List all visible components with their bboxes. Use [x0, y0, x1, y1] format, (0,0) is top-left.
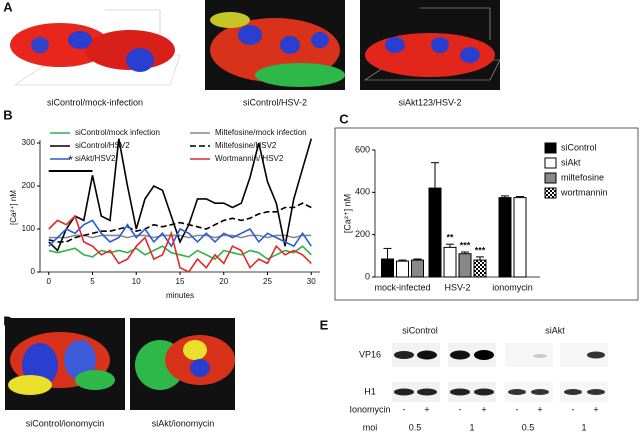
legend-label: siControl/HSV2 — [75, 141, 130, 150]
caption: siControl/ionomycin — [26, 418, 105, 428]
micrograph — [5, 318, 125, 410]
bar — [381, 258, 394, 278]
x-tick-label: 15 — [176, 277, 185, 286]
y-axis-label: [Ca²⁺] nM — [9, 190, 18, 225]
significance-label: ** — [446, 233, 454, 243]
x-tick-label: ionomycin — [492, 282, 533, 292]
x-tick-label: 30 — [307, 277, 316, 286]
legend-label: siAkt — [561, 157, 581, 167]
bar — [513, 197, 527, 278]
bar — [498, 197, 512, 278]
micrograph — [5, 0, 185, 90]
row-label: Ionomycin — [349, 404, 390, 414]
bar — [458, 253, 472, 278]
group-label: siControl — [402, 325, 438, 335]
lane-label: - — [572, 404, 575, 414]
panel-label: B — [3, 107, 12, 122]
x-tick-label: 5 — [90, 277, 95, 286]
line-series — [48, 214, 312, 274]
x-tick-label: 20 — [219, 277, 228, 286]
lane-label: - — [403, 404, 406, 414]
line-series — [48, 219, 312, 248]
y-tick-label: 200 — [355, 229, 370, 239]
bar — [443, 246, 457, 278]
lane-label: + — [593, 404, 598, 414]
x-tick-label: mock-infected — [374, 282, 430, 292]
caption: siAkt/ionomycin — [152, 418, 215, 428]
y-tick-label: 100 — [22, 224, 36, 233]
y-tick-label: 0 — [365, 271, 370, 281]
x-axis-label: minutes — [166, 291, 194, 300]
row-label: VP16 — [359, 349, 381, 359]
panel-label: E — [320, 317, 329, 332]
lane-label: + — [424, 404, 429, 414]
lane-label: + — [481, 404, 486, 414]
caption: siControl/mock-infection — [47, 97, 143, 107]
legend-swatch — [544, 142, 557, 154]
legend-label: wortmannin — [560, 187, 608, 197]
caption: siControl/HSV-2 — [243, 97, 307, 107]
line-series — [48, 245, 312, 261]
western-blot — [392, 343, 608, 402]
lane-label: 0.5 — [409, 422, 422, 432]
legend-swatch — [544, 187, 557, 199]
significance-label: *** — [475, 245, 486, 255]
micrograph — [130, 318, 235, 410]
line-series — [48, 202, 312, 243]
x-tick-label: HSV-2 — [444, 282, 470, 292]
y-tick-label: 300 — [22, 138, 36, 147]
panel-label: C — [339, 111, 349, 126]
line-series — [48, 138, 313, 252]
legend-label: Miltefosine/mock infection — [215, 128, 307, 137]
lane-label: - — [516, 404, 519, 414]
legend-label: siAkt/HSV2 — [75, 154, 116, 163]
x-tick-label: 10 — [132, 277, 141, 286]
panel-label: A — [3, 0, 13, 14]
bar — [411, 259, 424, 278]
bar — [396, 260, 409, 278]
panel-frame — [334, 127, 639, 301]
legend-label: siControl/mock infection — [75, 128, 160, 137]
x-tick-label: 0 — [47, 277, 52, 286]
lane-label: 1 — [469, 422, 474, 432]
line-series — [48, 234, 312, 239]
lane-label: 1 — [581, 422, 586, 432]
micrograph — [205, 0, 345, 90]
y-tick-label: 0 — [31, 267, 36, 276]
lane-label: + — [537, 404, 542, 414]
annotation: * — [68, 153, 73, 167]
legend-swatch — [544, 172, 557, 184]
y-axis-label: [Ca²⁺] nM — [342, 194, 352, 233]
legend-label: siControl — [561, 142, 597, 152]
y-tick-label: 200 — [22, 181, 36, 190]
legend-label: Wortmannin/ HSV2 — [215, 154, 284, 163]
y-tick-label: 400 — [355, 187, 370, 197]
legend-label: miltefosine — [561, 172, 604, 182]
micrograph — [360, 0, 501, 90]
row-label: H1 — [364, 386, 376, 396]
significance-label: *** — [460, 240, 471, 250]
caption: siAkt123/HSV-2 — [398, 97, 461, 107]
lane-label: - — [459, 404, 462, 414]
bar — [428, 187, 442, 278]
legend-swatch — [544, 157, 557, 169]
panel-label: D — [3, 313, 12, 328]
y-tick-label: 600 — [355, 144, 370, 154]
bar — [473, 259, 487, 278]
row-label: moi — [363, 422, 378, 432]
legend-label: Miltefosine/HSV2 — [215, 141, 277, 150]
lane-label: 0.5 — [522, 422, 535, 432]
x-tick-label: 25 — [263, 277, 272, 286]
group-label: siAkt — [545, 325, 565, 335]
